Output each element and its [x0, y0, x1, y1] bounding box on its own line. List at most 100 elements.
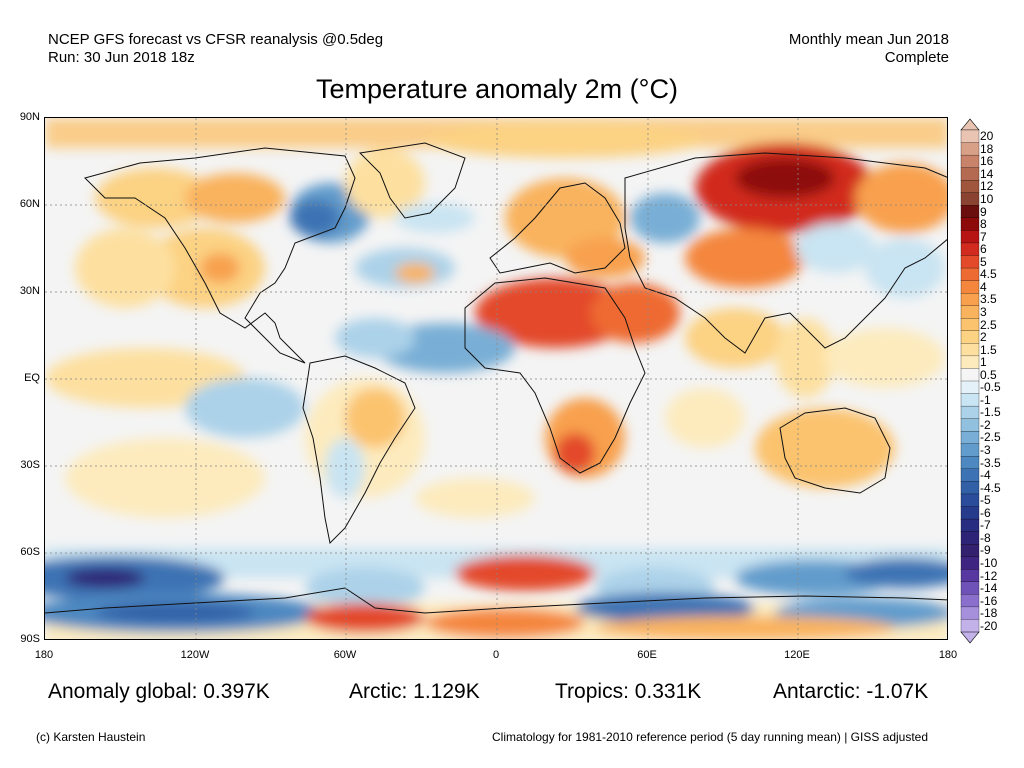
colorbar-swatch	[960, 154, 980, 169]
colorbar-tick-label: 1	[980, 355, 987, 370]
colorbar-swatch	[960, 594, 980, 608]
lon-label: 60E	[637, 649, 657, 661]
anomaly-map	[44, 117, 948, 640]
period-label: Monthly mean Jun 2018	[788, 31, 949, 48]
colorbar-tick-label: -2	[980, 417, 991, 432]
colorbar-swatch	[960, 468, 980, 482]
colorbar-tick-label: 6	[980, 242, 987, 257]
lon-label: 180	[938, 649, 958, 661]
colorbar-tick-label: -7	[980, 518, 991, 533]
colorbar-tick-label: -2.5	[980, 430, 1001, 445]
colorbar-swatch	[960, 380, 980, 395]
colorbar-swatch	[960, 280, 980, 294]
colorbar-swatch	[960, 431, 980, 445]
colorbar-tick-label: 3	[980, 304, 987, 319]
colorbar-tick-label: 10	[980, 192, 994, 207]
colorbar-swatch	[960, 531, 980, 545]
lat-label: 30S	[20, 459, 40, 471]
climatology-note: Climatology for 1981-2010 reference peri…	[492, 730, 929, 744]
colorbar-swatch	[960, 305, 980, 319]
lat-label: 90N	[19, 111, 40, 123]
antarctic-anomaly: Antarctic: -1.07K	[773, 680, 929, 703]
colorbar-swatch	[960, 242, 980, 256]
colorbar-swatch	[960, 569, 980, 583]
colorbar-swatch	[960, 456, 980, 470]
colorbar-swatch	[960, 355, 980, 369]
colorbar-swatch	[960, 518, 980, 533]
lon-label: 60W	[333, 649, 357, 661]
colorbar-swatch	[960, 343, 980, 357]
colorbar-swatch	[960, 581, 980, 595]
colorbar-tick-label: 18	[980, 141, 994, 156]
colorbar-swatch	[960, 493, 980, 507]
colorbar-tick-label: 16	[980, 154, 994, 169]
colorbar-swatch	[960, 418, 980, 432]
colorbar-tick-label: 4	[980, 279, 987, 294]
tropics-anomaly: Tropics: 0.331K	[555, 680, 702, 703]
colorbar-swatch	[960, 405, 980, 420]
colorbar-tick-label: -16	[980, 593, 998, 608]
colorbar-tick-label: 2.5	[980, 317, 997, 332]
colorbar-tick-label: -3.5	[980, 455, 1001, 470]
colorbar-tick-label: -20	[980, 618, 998, 633]
colorbar-tick-label: -5	[980, 493, 991, 508]
colorbar-swatch	[960, 129, 980, 144]
colorbar-swatch	[960, 142, 980, 156]
colorbar-tick-label: 0.5	[980, 367, 997, 382]
colorbar-tick-label: 3.5	[980, 292, 997, 307]
colorbar-tick-label: 2	[980, 330, 987, 345]
colorbar-tick-label: 7	[980, 229, 987, 244]
colorbar-swatch	[960, 606, 980, 620]
colorbar-tick-label: -18	[980, 606, 998, 621]
colorbar-swatch	[960, 619, 980, 633]
colorbar-swatch	[960, 318, 980, 332]
model-description: NCEP GFS forecast vs CFSR reanalysis @0.…	[48, 31, 384, 48]
lon-label: 120E	[784, 649, 810, 661]
lat-label: 60S	[20, 546, 40, 558]
colorbar-tick-label: -12	[980, 568, 998, 583]
colorbar-tick-label: -3	[980, 443, 991, 458]
colorbar-swatch	[960, 255, 980, 269]
colorbar-tick-label: 14	[980, 166, 994, 181]
colorbar-swatch	[960, 443, 980, 457]
colorbar-tick-label: 9	[980, 204, 987, 219]
lon-label: 120W	[180, 649, 210, 661]
colorbar-swatch	[960, 205, 980, 219]
colorbar-tick-label: 20	[980, 129, 994, 144]
colorbar-tick-label: 12	[980, 179, 994, 194]
colorbar-tick-label: -4.5	[980, 480, 1001, 495]
lon-label: 0	[492, 649, 500, 661]
colorbar-tick-label: 5	[980, 254, 987, 269]
lat-label: 90S	[20, 633, 40, 645]
colorbar-swatch	[960, 180, 980, 194]
colorbar-tick-label: -4	[980, 468, 991, 483]
credit: (c) Karsten Haustein	[36, 730, 146, 744]
colorbar-swatch	[960, 543, 980, 558]
anomaly-map-graphic	[45, 118, 947, 639]
colorbar-swatch	[960, 393, 980, 407]
colorbar-swatch	[960, 167, 980, 181]
lat-label: EQ	[24, 372, 40, 384]
map-title: Temperature anomaly 2m (°C)	[316, 74, 678, 104]
lat-label: 60N	[19, 198, 40, 210]
colorbar-swatch	[960, 330, 980, 344]
graticule	[45, 118, 947, 639]
colorbar-swatch	[960, 556, 980, 570]
colorbar	[960, 118, 980, 644]
lat-label: 30N	[19, 285, 40, 297]
run-time: Run: 30 Jun 2018 18z	[48, 49, 195, 66]
colorbar-swatch	[960, 292, 980, 307]
colorbar-tick-label: 4.5	[980, 267, 997, 282]
colorbar-min-arrow	[960, 631, 980, 644]
colorbar-tick-label: -6	[980, 505, 991, 520]
colorbar-swatch	[960, 506, 980, 520]
colorbar-swatch	[960, 368, 980, 382]
colorbar-swatch	[960, 192, 980, 206]
coastlines	[45, 142, 947, 614]
global-anomaly: Anomaly global: 0.397K	[48, 680, 270, 703]
colorbar-swatch	[960, 230, 980, 244]
colorbar-tick-label: -14	[980, 581, 998, 596]
colorbar-tick-label: -9	[980, 543, 991, 558]
lon-label: 180	[34, 649, 54, 661]
completion-status: Complete	[884, 49, 949, 66]
